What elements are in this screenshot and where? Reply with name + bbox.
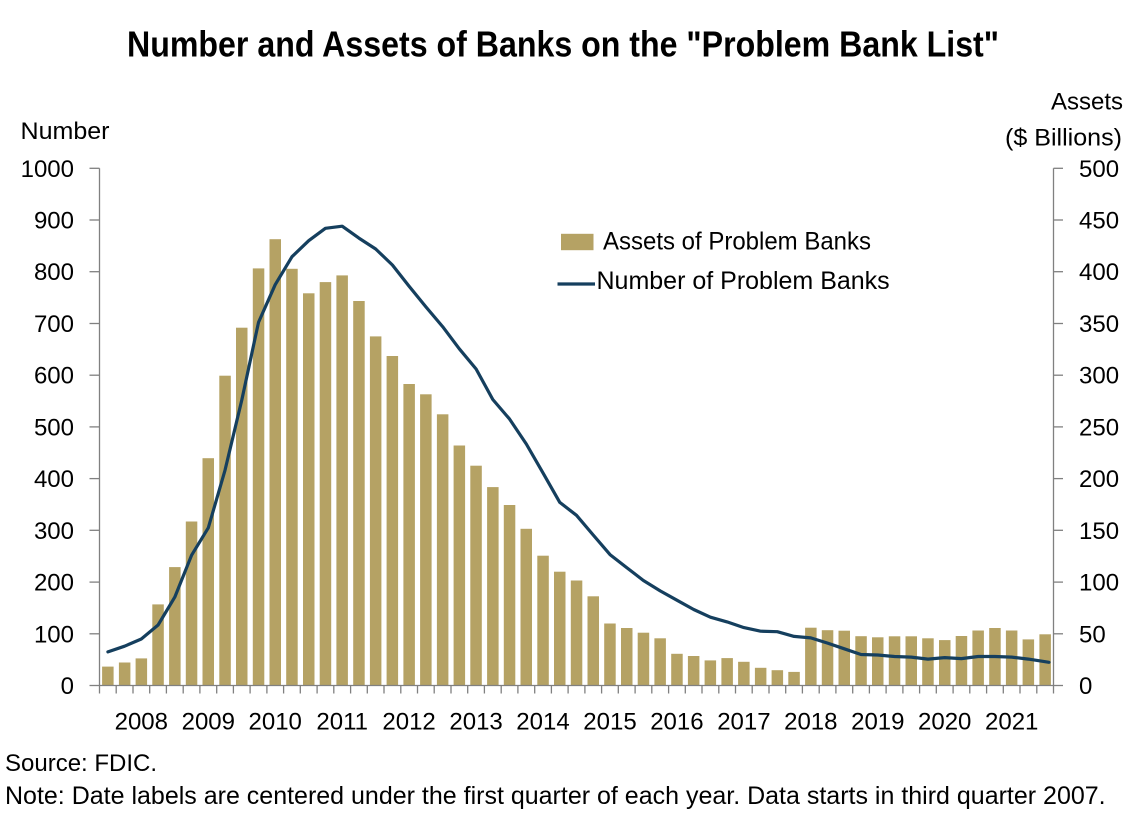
svg-text:300: 300 (1079, 363, 1119, 390)
svg-text:50: 50 (1079, 621, 1106, 648)
svg-text:2021: 2021 (985, 708, 1038, 735)
svg-text:800: 800 (34, 259, 74, 286)
svg-text:1000: 1000 (21, 156, 74, 183)
svg-text:900: 900 (34, 208, 74, 235)
svg-text:2008: 2008 (115, 708, 168, 735)
svg-text:2018: 2018 (784, 708, 837, 735)
svg-text:Source: FDIC.: Source: FDIC. (5, 750, 157, 777)
svg-text:350: 350 (1079, 311, 1119, 338)
svg-text:Note: Date labels are centered: Note: Date labels are centered under the… (5, 782, 1106, 810)
svg-text:500: 500 (34, 414, 74, 441)
svg-text:100: 100 (34, 621, 74, 648)
svg-text:Assets: Assets (1051, 89, 1123, 116)
svg-text:700: 700 (34, 311, 74, 338)
svg-text:2014: 2014 (516, 708, 569, 735)
svg-text:Number and Assets of Banks on: Number and Assets of Banks on the "Probl… (127, 23, 999, 64)
svg-text:500: 500 (1079, 156, 1119, 183)
svg-text:2011: 2011 (316, 708, 368, 735)
svg-text:2015: 2015 (583, 708, 636, 735)
svg-text:Number: Number (21, 118, 110, 145)
svg-text:Assets of Problem Banks: Assets of Problem Banks (603, 228, 871, 256)
svg-text:100: 100 (1079, 570, 1119, 597)
svg-text:2019: 2019 (851, 708, 904, 735)
svg-text:400: 400 (1079, 259, 1119, 286)
svg-text:2016: 2016 (650, 708, 703, 735)
svg-text:200: 200 (34, 570, 74, 597)
svg-text:($ Billions): ($ Billions) (1005, 125, 1122, 152)
svg-text:600: 600 (34, 363, 74, 390)
svg-text:150: 150 (1079, 518, 1119, 545)
svg-text:250: 250 (1079, 414, 1119, 441)
svg-text:2013: 2013 (449, 708, 502, 735)
svg-text:450: 450 (1079, 208, 1119, 235)
svg-text:300: 300 (34, 518, 74, 545)
svg-text:400: 400 (34, 466, 74, 493)
svg-text:2009: 2009 (182, 708, 235, 735)
svg-text:2017: 2017 (717, 708, 770, 735)
svg-text:0: 0 (61, 673, 74, 700)
svg-text:2012: 2012 (382, 708, 435, 735)
svg-text:Number of Problem Banks: Number of Problem Banks (597, 267, 890, 295)
svg-text:2010: 2010 (249, 708, 302, 735)
svg-text:0: 0 (1079, 673, 1092, 700)
svg-text:2020: 2020 (918, 708, 971, 735)
svg-text:200: 200 (1079, 466, 1119, 493)
